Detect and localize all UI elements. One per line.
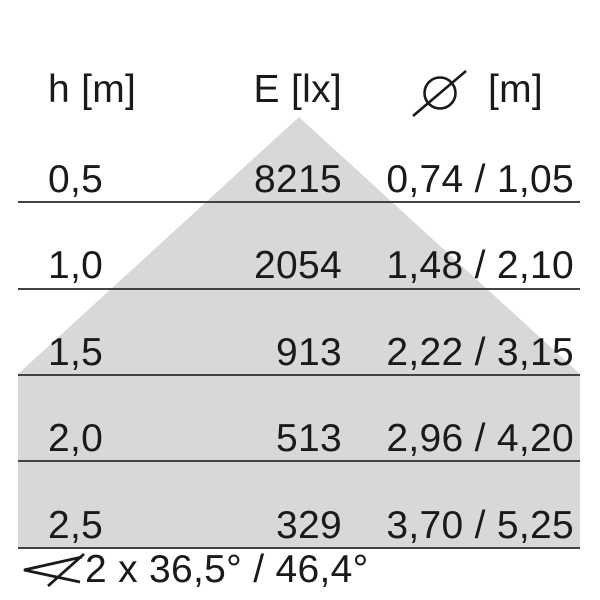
- cell-diameter: 3,70 / 5,25: [386, 504, 574, 547]
- cell-height: 0,5: [48, 158, 104, 201]
- cell-height: 2,0: [48, 417, 104, 460]
- row-divider: [18, 547, 580, 549]
- cell-diameter: 2,96 / 4,20: [386, 417, 574, 460]
- cell-illuminance: 2054: [254, 244, 342, 287]
- cell-height: 2,5: [48, 504, 104, 547]
- cell-diameter: 2,22 / 3,15: [386, 331, 574, 374]
- diameter-icon: [408, 67, 468, 117]
- cell-height: 1,5: [48, 331, 104, 374]
- cell-illuminance: 913: [276, 331, 342, 374]
- cell-diameter: 1,48 / 2,10: [386, 244, 574, 287]
- cell-height: 1,0: [48, 244, 104, 287]
- column-header-diameter-unit: [m]: [488, 68, 544, 111]
- cell-diameter: 0,74 / 1,05: [386, 158, 574, 201]
- column-header-height: h [m]: [48, 68, 137, 111]
- beam-angle-value: 2 x 36,5° / 46,4°: [85, 548, 369, 591]
- beam-angle-icon: [20, 551, 86, 587]
- row-divider: [18, 374, 580, 376]
- cell-illuminance: 329: [276, 504, 342, 547]
- row-divider: [18, 288, 580, 290]
- cell-illuminance: 8215: [254, 158, 342, 201]
- cell-illuminance: 513: [276, 417, 342, 460]
- column-header-illuminance: E [lx]: [253, 68, 342, 111]
- row-divider: [18, 460, 580, 462]
- row-divider: [18, 201, 580, 203]
